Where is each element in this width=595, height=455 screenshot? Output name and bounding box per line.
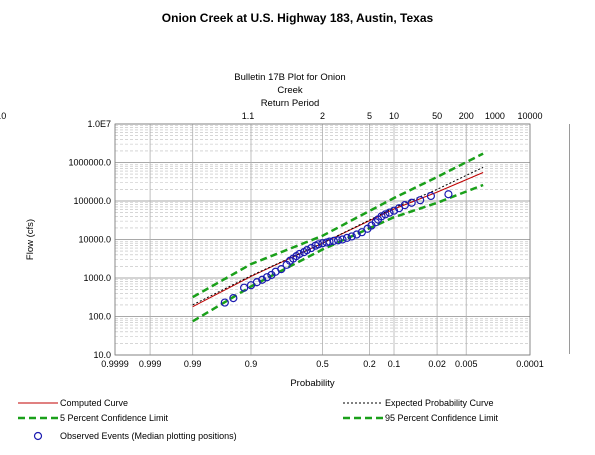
top-tick-label: 10000 xyxy=(517,111,542,121)
legend-swatch-expected xyxy=(343,402,383,404)
x-tick-label: 0.9999 xyxy=(101,359,129,369)
observed-event-point xyxy=(444,190,453,199)
top-tick-label: 10 xyxy=(389,111,399,121)
top-tick-label: 1.1 xyxy=(242,111,255,121)
top-tick-label: 1.0 xyxy=(0,111,6,121)
observed-event-point xyxy=(389,206,399,215)
observed-event-point xyxy=(314,240,323,249)
x-tick-label: 0.02 xyxy=(428,359,446,369)
x-tick-label: 0.5 xyxy=(316,359,329,369)
top-tick-label: 1000 xyxy=(485,111,505,121)
observed-event-point xyxy=(329,236,338,245)
top-tick-label: 5 xyxy=(367,111,372,121)
x-tick-label: 0.005 xyxy=(455,359,478,369)
observed-event-point xyxy=(426,191,436,201)
observed-event-point xyxy=(342,233,352,243)
top-tick-label: 2 xyxy=(320,111,325,121)
observed-event-point xyxy=(302,246,312,255)
legend-swatch-computed xyxy=(18,402,58,404)
x-tick-label: 0.999 xyxy=(139,359,162,369)
y-tick-label: 10.0 xyxy=(93,350,111,360)
y-tick-label: 1.0E7 xyxy=(87,119,111,129)
legend-label-expected: Expected Probability Curve xyxy=(385,398,494,408)
observed-event-point xyxy=(377,212,386,221)
observed-event-point xyxy=(307,243,316,253)
legend-label-5pct: 5 Percent Confidence Limit xyxy=(60,413,169,423)
chart-title-block: Bulletin 17B Plot for Onion Creek Return… xyxy=(230,71,350,110)
legend-label-computed: Computed Curve xyxy=(60,398,129,408)
legend-swatch-5pct xyxy=(18,416,58,420)
plot-frame xyxy=(114,123,531,356)
observed-event-point xyxy=(252,278,262,287)
observed-event-point xyxy=(416,196,425,205)
observed-event-point xyxy=(277,265,286,274)
y-tick-label: 100.0 xyxy=(88,312,111,322)
legend-swatch-observed xyxy=(33,431,43,441)
observed-event-point xyxy=(295,249,304,259)
y-tick-label: 1000000.0 xyxy=(68,158,111,168)
observed-event-point xyxy=(352,230,361,239)
chart-title: Bulletin 17B Plot for Onion Creek xyxy=(234,72,346,96)
observed-event-point xyxy=(240,283,249,292)
observed-event-point xyxy=(407,198,416,207)
top-tick-label: 50 xyxy=(432,111,442,121)
legend-label-95pct: 95 Percent Confidence Limit xyxy=(385,413,499,423)
x-axis-label: Probability xyxy=(290,378,335,389)
observed-event-point xyxy=(258,275,267,284)
right-divider xyxy=(569,124,570,354)
y-axis-label: Flow (cfs) xyxy=(25,219,36,260)
legend-label-observed: Observed Events (Median plotting positio… xyxy=(60,431,237,441)
observed-event-point xyxy=(333,236,343,245)
y-tick-label: 1000.0 xyxy=(83,273,111,283)
series-line-0 xyxy=(192,172,484,308)
x-tick-label: 0.9 xyxy=(245,359,258,369)
x-tick-label: 0.1 xyxy=(388,359,401,369)
x-tick-label: 0.0001 xyxy=(516,359,544,369)
observed-event-point xyxy=(325,237,334,246)
observed-event-point xyxy=(385,208,394,217)
y-tick-label: 10000.0 xyxy=(78,235,111,245)
x-tick-label: 0.99 xyxy=(184,359,202,369)
chart-subtitle: Return Period xyxy=(260,98,320,109)
observed-event-point xyxy=(381,210,390,219)
observed-event-point xyxy=(220,298,229,307)
observed-event-point xyxy=(262,273,272,282)
top-tick-label: 200 xyxy=(459,111,474,121)
y-tick-label: 100000.0 xyxy=(73,196,111,206)
x-tick-label: 0.2 xyxy=(363,359,376,369)
page-title: Onion Creek at U.S. Highway 183, Austin,… xyxy=(161,11,434,25)
series-line-3 xyxy=(192,152,484,299)
observed-event-point xyxy=(229,294,238,303)
observed-event-point xyxy=(347,232,356,241)
observed-event-point xyxy=(338,235,347,244)
legend-swatch-95pct xyxy=(343,416,383,420)
